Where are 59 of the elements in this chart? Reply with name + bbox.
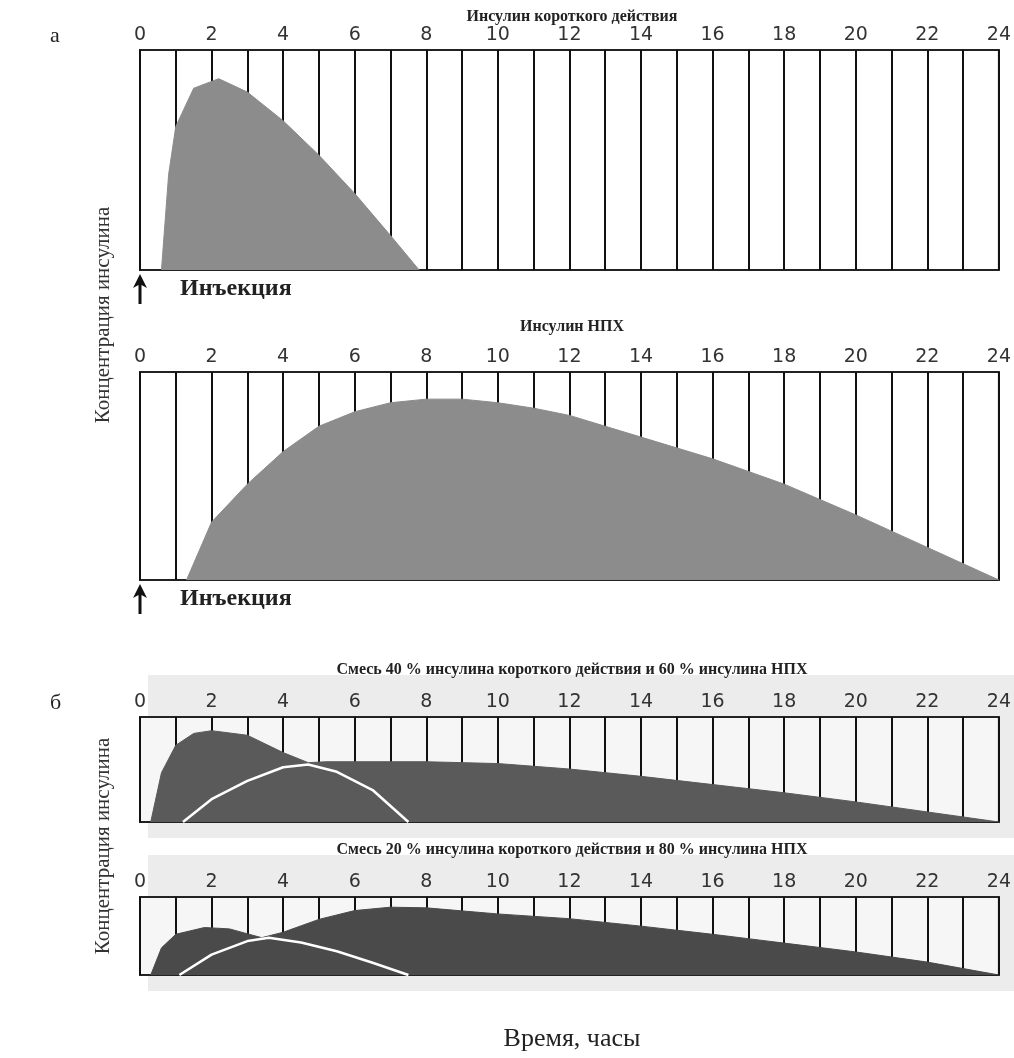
x-tick-label: 22 xyxy=(915,21,940,44)
text: а xyxy=(50,22,60,48)
x-tick-label: 0 xyxy=(133,21,147,44)
x-tick-label: 24 xyxy=(986,343,1012,366)
x-tick-label: 6 xyxy=(348,21,361,44)
x-tick-label: 12 xyxy=(557,868,582,891)
text: Инъекция xyxy=(180,584,292,611)
x-tick-label: 4 xyxy=(277,868,290,891)
y-axis-title: Концентрация инсулина xyxy=(89,206,115,424)
x-tick-label: 4 xyxy=(277,343,290,366)
x-tick-label: 16 xyxy=(700,21,725,44)
x-tick-label: 6 xyxy=(348,688,361,711)
x-tick-label: 18 xyxy=(772,688,797,711)
x-tick-label: 16 xyxy=(700,688,725,711)
x-tick-label: 10 xyxy=(485,343,510,366)
x-axis-title: Время, часы xyxy=(503,1022,641,1052)
x-tick-label: 22 xyxy=(915,343,940,366)
text: Инъекция xyxy=(180,274,292,301)
x-tick-label: 8 xyxy=(420,21,433,44)
x-tick-label: 6 xyxy=(348,868,361,891)
x-tick-label: 16 xyxy=(700,343,725,366)
chart-title: Смесь 40 % инсулина короткого действия и 60 % инсулина НПХ xyxy=(336,659,808,678)
x-tick-label: 10 xyxy=(485,868,510,891)
x-tick-label: 2 xyxy=(205,343,218,366)
x-tick-label: 16 xyxy=(700,868,725,891)
x-tick-label: 4 xyxy=(277,21,290,44)
x-tick-label: 0 xyxy=(133,688,147,711)
x-tick-label: 8 xyxy=(420,343,433,366)
x-tick-label: 18 xyxy=(772,343,797,366)
x-tick-label: 0 xyxy=(133,868,147,891)
x-tick-label: 2 xyxy=(205,868,218,891)
x-tick-label: 20 xyxy=(843,868,868,891)
x-tick-label: 0 xyxy=(133,343,147,366)
x-tick-label: 14 xyxy=(628,868,654,891)
text: б xyxy=(50,689,62,715)
x-tick-label: 18 xyxy=(772,21,797,44)
x-tick-label: 14 xyxy=(628,688,654,711)
chart-title: Инсулин НПХ xyxy=(519,316,625,335)
x-tick-label: 20 xyxy=(843,21,868,44)
x-tick-label: 24 xyxy=(986,688,1012,711)
x-tick-label: 10 xyxy=(485,688,510,711)
x-tick-label: 24 xyxy=(986,21,1012,44)
y-axis-title: Концентрация инсулина xyxy=(89,737,115,955)
x-tick-label: 2 xyxy=(205,21,218,44)
x-tick-label: 8 xyxy=(420,688,433,711)
x-tick-label: 22 xyxy=(915,868,940,891)
x-tick-label: 2 xyxy=(205,688,218,711)
x-tick-label: 12 xyxy=(557,688,582,711)
x-tick-label: 20 xyxy=(843,343,868,366)
x-tick-label: 22 xyxy=(915,688,940,711)
x-tick-label: 8 xyxy=(420,868,433,891)
x-tick-label: 24 xyxy=(986,868,1012,891)
x-tick-label: 6 xyxy=(348,343,361,366)
x-tick-label: 20 xyxy=(843,688,868,711)
x-tick-label: 14 xyxy=(628,343,654,366)
x-tick-label: 12 xyxy=(557,343,582,366)
x-tick-label: 18 xyxy=(772,868,797,891)
chart-title: Смесь 20 % инсулина короткого действия и 80 % инсулина НПХ xyxy=(336,839,808,858)
x-tick-label: 4 xyxy=(277,688,290,711)
